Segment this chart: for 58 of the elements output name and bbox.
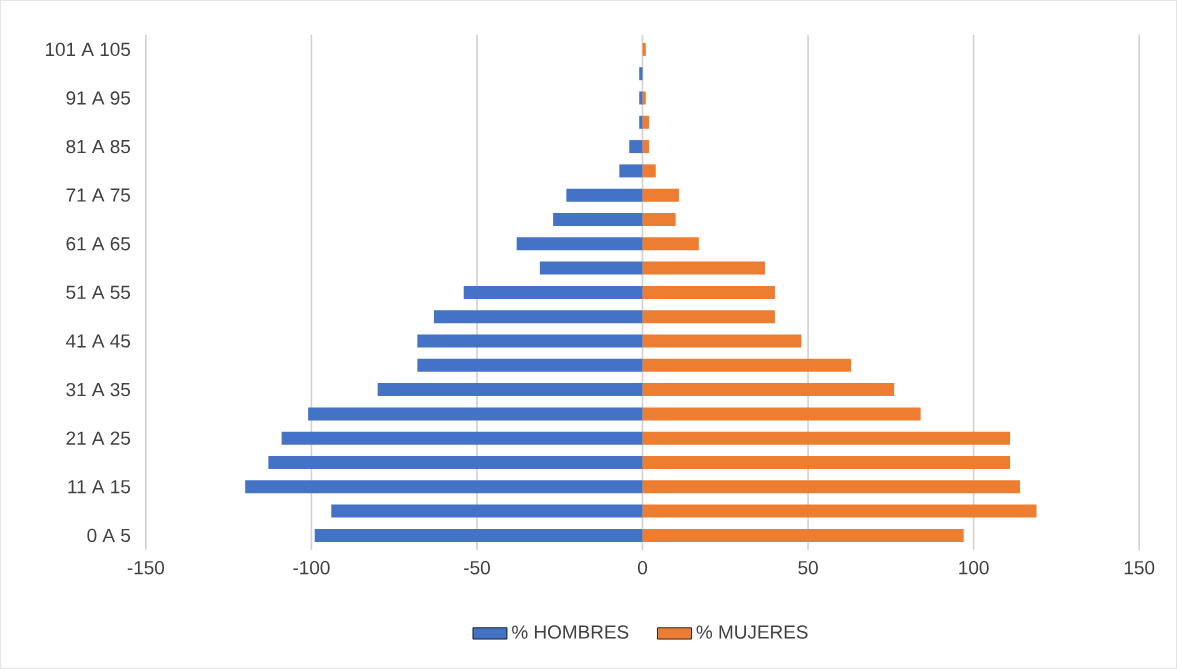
x-tick-label: -100 (293, 561, 330, 575)
bar (516, 237, 643, 251)
bar (642, 42, 646, 56)
bar (417, 334, 643, 348)
bar (642, 285, 775, 299)
x-tick-label: 150 (1124, 561, 1155, 575)
y-tick-label: 91 A 95 (66, 91, 131, 105)
x-tick-label: -150 (127, 561, 165, 575)
bar (331, 504, 643, 518)
bar (566, 188, 643, 202)
bar (642, 383, 895, 397)
x-tick-label: 50 (798, 561, 818, 575)
bar (642, 407, 921, 421)
y-tick-label: 11 A 15 (68, 480, 131, 494)
y-tick-label: 0 A 5 (87, 528, 131, 543)
y-tick-label: 61 A 65 (66, 237, 131, 251)
bar (463, 285, 643, 299)
bar (642, 504, 1037, 518)
bar (553, 213, 643, 227)
bar (642, 115, 650, 129)
bar (433, 310, 643, 324)
bar (642, 456, 1011, 470)
bar (619, 164, 643, 178)
y-tick-label: 81 A 85 (66, 139, 131, 154)
x-tick-label: 0 (638, 561, 648, 575)
y-tick-label: 41 A 45 (66, 334, 131, 348)
bar (642, 188, 679, 202)
bar (642, 261, 766, 275)
bar (642, 213, 676, 227)
bar (639, 115, 643, 129)
bar (377, 383, 643, 397)
bar (642, 358, 852, 372)
bar (642, 310, 775, 324)
bar (629, 140, 643, 154)
bar (642, 528, 964, 542)
legend-label: % MUJERES (696, 625, 808, 639)
y-tick-label: 51 A 55 (66, 285, 131, 300)
x-tick-label: 100 (959, 561, 989, 575)
bar (642, 334, 802, 348)
bar (642, 480, 1020, 494)
bar (642, 431, 1011, 445)
bar (639, 67, 643, 81)
y-tick-label: 71 A 75 (66, 188, 131, 202)
bar (245, 480, 643, 494)
bar (268, 456, 643, 470)
bar (314, 528, 643, 542)
bar (539, 261, 643, 275)
bar (281, 431, 643, 445)
y-tick-label: 31 A 35 (66, 382, 131, 397)
bar (417, 358, 643, 372)
bar (642, 237, 699, 251)
bar (642, 140, 650, 154)
y-tick-label: 101 A 105 (45, 42, 131, 57)
x-tick-label: -50 (464, 561, 490, 575)
bar (308, 407, 643, 421)
bar (642, 164, 656, 178)
legend-label: % HOMBRES (512, 625, 629, 639)
y-tick-label: 21 A 25 (66, 431, 131, 445)
